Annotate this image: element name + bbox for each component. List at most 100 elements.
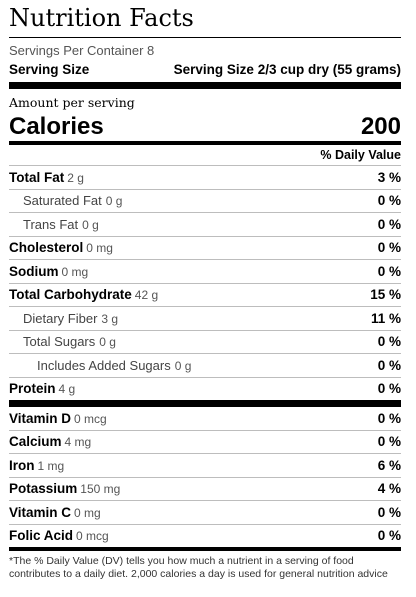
vitamin-row-folic-acid: Folic Acid 0 mcg 0 % — [9, 525, 401, 548]
nutrient-label: Total Carbohydrate 42 g — [9, 287, 158, 302]
row-divider — [9, 500, 401, 501]
row-divider — [9, 165, 401, 166]
row-divider — [9, 429, 401, 431]
nutrient-daily-value: 0 % — [377, 357, 401, 373]
nutrient-row-dietary-fiber: Dietary Fiber 3 g 11 % — [9, 307, 401, 330]
nutrient-daily-value: 3 % — [377, 169, 401, 185]
nutrient-name: Includes Added Sugars — [37, 357, 171, 373]
row-divider — [9, 453, 401, 454]
nutrient-daily-value: 0 % — [377, 193, 401, 209]
nutrient-label: Protein 4 g — [9, 381, 75, 396]
row-divider — [9, 282, 401, 284]
nutrient-row-saturated-fat: Saturated Fat 0 g 0 % — [9, 190, 401, 213]
vitamin-label: Potassium 150 mg — [9, 481, 120, 496]
vitamin-daily-value: 4 % — [377, 481, 401, 497]
row-divider — [9, 476, 401, 478]
row-divider — [9, 259, 401, 260]
nutrient-name: Protein — [9, 381, 56, 397]
calories-value: 200 — [360, 113, 401, 140]
nutrient-row-total-carbohydrate: Total Carbohydrate 42 g 15 % — [9, 284, 401, 307]
nutrient-amount: 0 g — [99, 335, 116, 350]
nutrient-amount: 0 mg — [86, 241, 113, 256]
nutrient-name: Sodium — [9, 263, 59, 279]
servings-per-container: Servings Per Container 8 — [9, 43, 155, 58]
serving-size-row: Serving Size Serving Size 2/3 cup dry (5… — [9, 60, 401, 82]
vitamin-row-iron: Iron 1 mg 6 % — [9, 454, 401, 477]
vitamin-name: Vitamin C — [9, 504, 72, 520]
vitamin-row-potassium: Potassium 150 mg 4 % — [9, 478, 401, 501]
nutrient-row-total-sugars: Total Sugars 0 g 0 % — [9, 331, 401, 354]
nutrient-amount: 0 g — [105, 194, 123, 209]
daily-value-header: % Daily Value — [320, 148, 401, 162]
nutrient-row-cholesterol: Cholesterol 0 mg 0 % — [9, 237, 401, 260]
nutrient-amount: 0 g — [82, 217, 99, 232]
vitamin-name: Calcium — [9, 434, 62, 450]
vitamin-amount: 150 mg — [80, 482, 121, 497]
nutrient-name: Dietary Fiber — [23, 310, 98, 326]
row-divider — [9, 212, 401, 213]
nutrient-daily-value: 11 % — [370, 310, 401, 326]
nutrient-row-protein: Protein 4 g 0 % — [9, 378, 401, 401]
nutrient-row-trans-fat: Trans Fat 0 g 0 % — [9, 213, 401, 236]
nutrient-daily-value: 0 % — [377, 216, 401, 232]
nutrient-amount: 3 g — [101, 311, 119, 326]
row-divider — [9, 306, 401, 307]
row-divider — [9, 235, 401, 237]
nutrient-label: Saturated Fat 0 g — [9, 193, 122, 208]
vitamin-row-calcium: Calcium 4 mg 0 % — [9, 431, 401, 454]
nutrient-daily-value: 0 % — [377, 381, 401, 397]
vitamin-name: Iron — [9, 457, 35, 473]
nutrient-amount: 2 g — [67, 170, 84, 185]
nutrient-amount: 42 g — [134, 288, 159, 303]
nutrition-facts-panel: Nutrition Facts Servings Per Container 8… — [0, 3, 416, 597]
vitamin-daily-value: 0 % — [377, 434, 401, 450]
nutrient-row-total-fat: Total Fat 2 g 3 % — [9, 166, 401, 189]
row-divider — [9, 188, 401, 190]
nutrient-daily-value: 0 % — [377, 334, 401, 350]
nutrient-label: Dietary Fiber 3 g — [9, 311, 118, 326]
nutrient-daily-value: 0 % — [377, 263, 401, 279]
nutrient-name: Cholesterol — [9, 240, 84, 256]
nutrient-row-sodium: Sodium 0 mg 0 % — [9, 260, 401, 283]
vitamin-amount: 0 mcg — [74, 411, 107, 426]
nutrient-label: Includes Added Sugars 0 g — [9, 358, 191, 373]
nutrient-row-added-sugars: Includes Added Sugars 0 g 0 % — [9, 354, 401, 377]
serving-size-label: Serving Size — [9, 62, 90, 77]
nutrient-label: Cholesterol 0 mg — [9, 240, 113, 255]
panel-title: Nutrition Facts — [9, 4, 194, 32]
nutrient-amount: 0 mg — [61, 264, 89, 279]
row-divider — [9, 376, 401, 378]
vitamin-name: Vitamin D — [9, 410, 72, 426]
nutrient-amount: 4 g — [58, 382, 76, 397]
nutrient-daily-value: 0 % — [377, 240, 401, 256]
vitamin-amount: 0 mcg — [76, 529, 109, 544]
nutrient-amount: 0 g — [174, 358, 192, 373]
row-divider — [9, 523, 401, 525]
calories-row: Calories 200 — [9, 111, 401, 141]
vitamin-daily-value: 0 % — [377, 528, 401, 544]
vitamin-name: Folic Acid — [9, 528, 74, 544]
title-divider — [9, 37, 401, 38]
nutrient-name: Trans Fat — [23, 216, 79, 232]
amount-per-serving: Amount per serving — [9, 95, 135, 110]
daily-value-footnote: *The % Daily Value (DV) tells you how mu… — [9, 555, 388, 580]
vitamin-daily-value: 0 % — [377, 504, 401, 520]
vitamin-label: Folic Acid 0 mcg — [9, 528, 109, 543]
nutrient-label: Trans Fat 0 g — [9, 217, 99, 232]
vitamin-label: Calcium 4 mg — [9, 434, 91, 449]
calories-label: Calories — [9, 113, 104, 140]
row-divider — [9, 353, 401, 354]
vitamin-name: Potassium — [9, 481, 78, 497]
row-divider — [9, 329, 401, 331]
nutrient-label: Total Sugars 0 g — [9, 334, 116, 349]
vitamin-amount: 4 mg — [64, 435, 92, 450]
vitamin-label: Iron 1 mg — [9, 458, 64, 473]
vitamin-daily-value: 6 % — [377, 457, 401, 473]
footnote-divider — [9, 547, 401, 551]
vitamin-amount: 0 mg — [74, 505, 101, 520]
nutrient-name: Total Fat — [9, 169, 65, 185]
nutrient-name: Total Carbohydrate — [9, 287, 132, 303]
